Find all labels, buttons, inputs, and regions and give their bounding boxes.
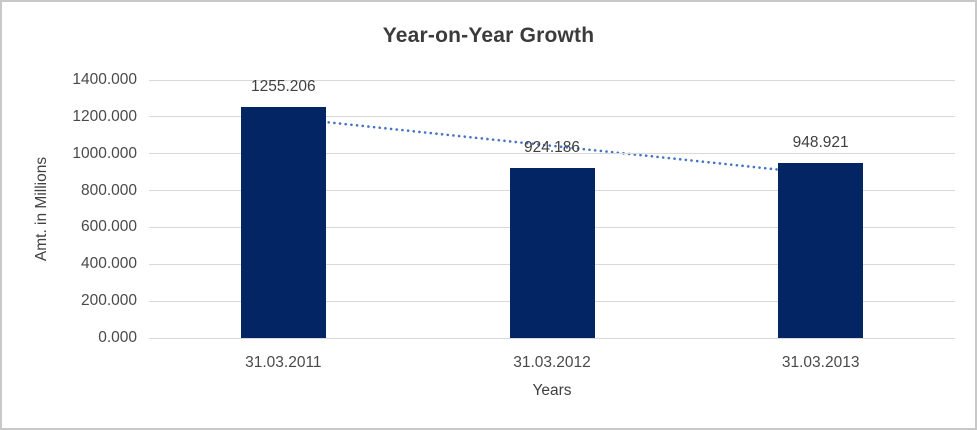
x-tick-label: 31.03.2012 (513, 354, 591, 371)
y-tick-label: 200.000 (80, 292, 137, 310)
y-tick-label: 1400.000 (72, 71, 137, 88)
gridline (149, 79, 955, 81)
gridline (149, 153, 955, 155)
y-tick-label: 1200.000 (72, 107, 137, 125)
bar-31.03.2011[interactable] (240, 106, 326, 338)
data-label: 924.186 (523, 138, 581, 156)
bar-31.03.2013[interactable] (778, 163, 864, 338)
x-tick-label: 31.03.2011 (245, 354, 322, 371)
x-axis-title: Years (532, 382, 572, 399)
data-label: 1255.206 (251, 77, 316, 95)
chart-title: Year-on-Year Growth (382, 24, 595, 47)
y-axis-title: Amt. in Millions (33, 156, 50, 262)
y-tick-label: 1000.000 (72, 144, 137, 162)
data-label: 948.921 (792, 134, 849, 152)
y-tick-label: 800.000 (80, 181, 137, 199)
x-tick-label: 31.03.2013 (781, 354, 860, 371)
y-tick-label: 600.000 (80, 218, 137, 236)
y-tick-label: 0.000 (98, 329, 137, 346)
gridline (149, 337, 955, 339)
bar-31.03.2012[interactable] (509, 167, 595, 338)
gridline (149, 116, 955, 118)
y-tick-label: 400.000 (80, 255, 137, 273)
